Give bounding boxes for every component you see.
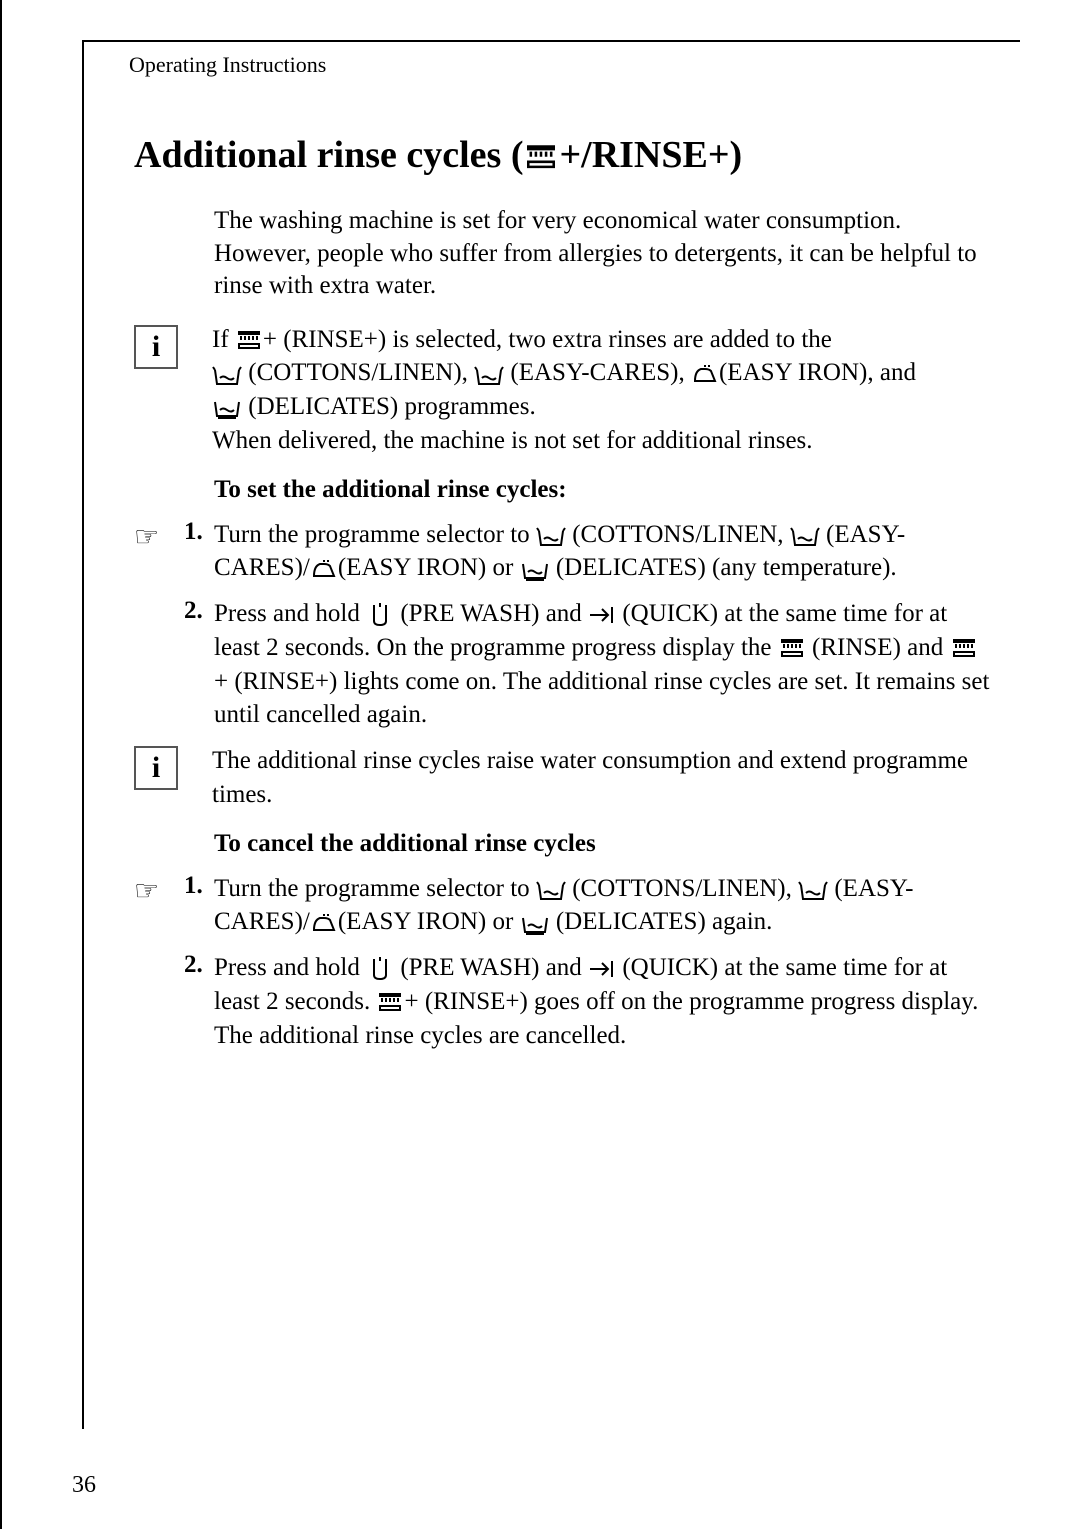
section-title: Additional rinse cycles (+/RINSE+) xyxy=(134,133,990,177)
hand-icon: ☞ xyxy=(134,872,184,908)
shower-icon xyxy=(235,330,263,352)
info-icon: i xyxy=(134,746,178,790)
info-text-1: If + (RINSE+) is selected, two extra rin… xyxy=(196,323,916,458)
wash-tub-icon xyxy=(536,879,566,901)
delicates-icon xyxy=(520,912,550,936)
wash-tub-icon xyxy=(474,364,504,386)
step-number: 1. xyxy=(184,872,214,900)
set-step-2: 2. Press and hold (PRE WASH) and (QUICK)… xyxy=(134,597,990,732)
cancel-heading: To cancel the additional rinse cycles xyxy=(134,830,990,858)
running-header: Operating Instructions xyxy=(84,42,1020,98)
step-text: Press and hold (PRE WASH) and (QUICK) at… xyxy=(214,597,990,732)
shower-icon xyxy=(778,638,806,660)
delicates-icon xyxy=(212,396,242,420)
shower-icon xyxy=(523,144,559,172)
quick-icon xyxy=(588,959,616,979)
delicates-icon xyxy=(520,558,550,582)
step-number: 1. xyxy=(184,518,214,546)
wash-tub-icon xyxy=(212,364,242,386)
wash-tub-icon xyxy=(798,879,828,901)
step-text: Turn the programme selector to (COTTONS/… xyxy=(214,872,990,940)
step-number: 2. xyxy=(184,951,214,979)
step-text: Turn the programme selector to (COTTONS/… xyxy=(214,518,990,586)
info-block-1: i If + (RINSE+) is selected, two extra r… xyxy=(134,323,990,458)
info-icon: i xyxy=(134,325,178,369)
iron-icon xyxy=(691,365,719,385)
hand-icon: ☞ xyxy=(134,518,184,554)
wash-tub-icon xyxy=(790,525,820,547)
shower-icon xyxy=(376,992,404,1014)
iron-icon xyxy=(310,914,338,934)
set-heading: To set the additional rinse cycles: xyxy=(134,476,990,504)
step-number: 2. xyxy=(184,597,214,625)
step-text: Press and hold (PRE WASH) and (QUICK) at… xyxy=(214,951,990,1052)
prewash-icon xyxy=(366,957,394,981)
cancel-step-2: 2. Press and hold (PRE WASH) and (QUICK)… xyxy=(134,951,990,1052)
cancel-step-1: ☞ 1. Turn the programme selector to (COT… xyxy=(134,872,990,940)
wash-tub-icon xyxy=(536,525,566,547)
info-text-2: The additional rinse cycles raise water … xyxy=(196,744,990,812)
iron-icon xyxy=(310,560,338,580)
page-number: 36 xyxy=(72,1472,96,1499)
shower-icon xyxy=(950,638,978,660)
set-step-1: ☞ 1. Turn the programme selector to (COT… xyxy=(134,518,990,586)
intro-paragraph: The washing machine is set for very econ… xyxy=(134,205,990,303)
prewash-icon xyxy=(366,603,394,627)
quick-icon xyxy=(588,605,616,625)
info-block-2: i The additional rinse cycles raise wate… xyxy=(134,744,990,812)
